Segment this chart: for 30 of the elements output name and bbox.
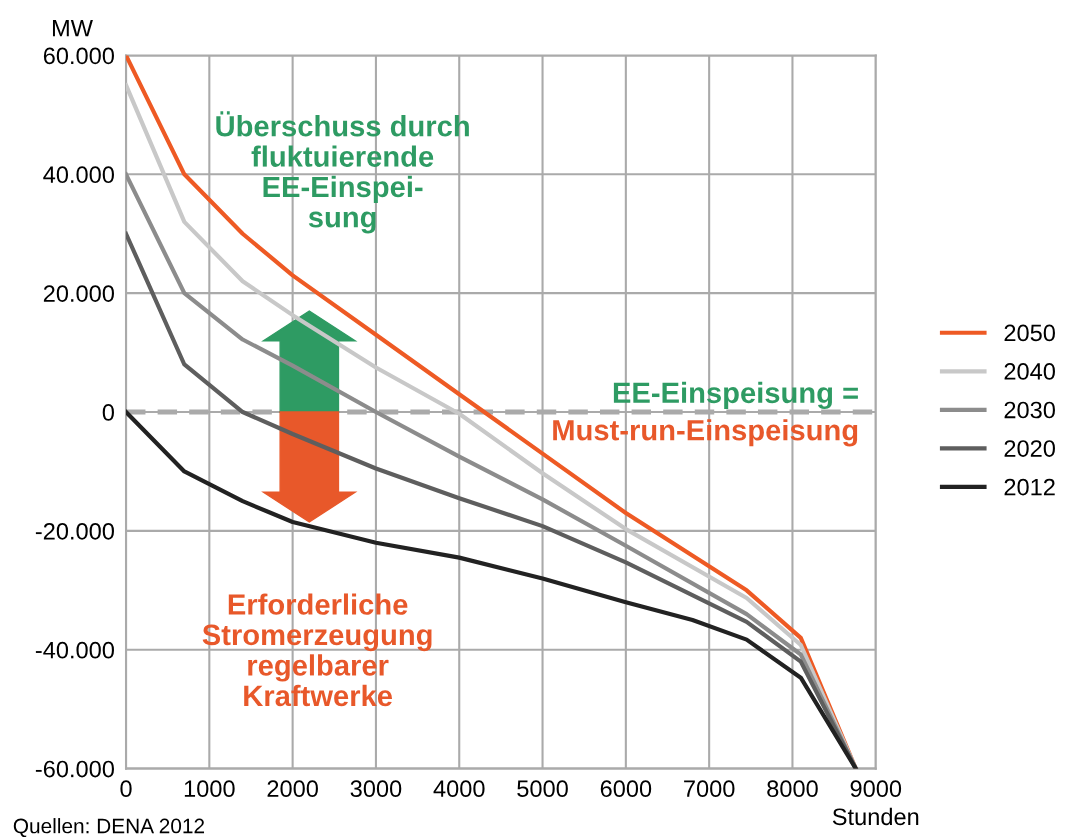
legend-label: 2040 — [1004, 363, 1055, 380]
y-tick-label: 60.000 — [43, 47, 114, 65]
legend-label: 2012 — [1004, 478, 1055, 496]
x-tick-label: 7000 — [684, 780, 735, 798]
y-tick-label: -20.000 — [35, 522, 114, 540]
annotation: Must-run-Einspeisung — [553, 419, 858, 447]
y-tick-label: 0 — [102, 404, 114, 421]
y-tick-label: 40.000 — [43, 166, 114, 184]
x-tick-label: 1000 — [184, 780, 235, 798]
y-tick-label: -40.000 — [35, 641, 114, 659]
x-tick-label: 3000 — [350, 780, 402, 798]
source-note: Quellen: DENA 2012 — [13, 818, 205, 838]
annotation: Erforderliche Stromerzeugung regelbarer Kraftwerke — [202, 593, 432, 707]
x-tick-label: 6000 — [600, 780, 652, 798]
x-tick-label: 8000 — [767, 780, 818, 798]
line-series — [126, 409, 858, 769]
y-axis-title: MW — [52, 20, 93, 37]
annotation: EE-Einspeisung = — [613, 381, 858, 410]
legend-label: 2030 — [1004, 401, 1055, 419]
legend-label: 2050 — [1004, 324, 1055, 342]
x-tick-label: 0 — [120, 780, 132, 798]
x-tick-label: 4000 — [433, 780, 485, 798]
x-tick-label: 5000 — [517, 780, 568, 798]
annotation: Überschuss durch fluktuierende EE-Einspei- sung — [216, 111, 469, 234]
y-tick-label: 20.000 — [43, 285, 114, 302]
x-axis-title: Stunden — [832, 807, 919, 826]
y-tick-label: -60.000 — [35, 760, 114, 778]
x-tick-label: 2000 — [267, 780, 318, 798]
legend-label: 2020 — [1004, 440, 1055, 457]
x-tick-label: 9000 — [850, 780, 902, 798]
